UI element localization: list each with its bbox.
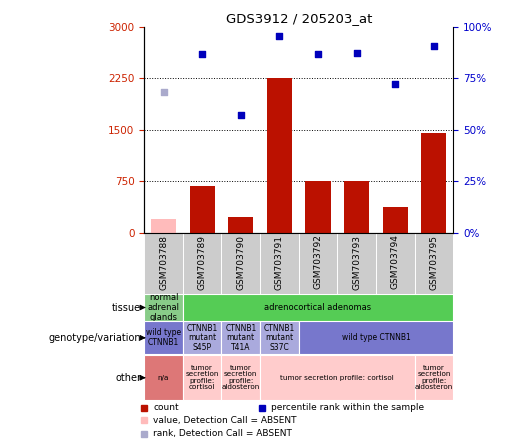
Text: GSM703792: GSM703792 <box>314 234 322 289</box>
Text: tissue: tissue <box>112 302 141 313</box>
Text: CTNNB1
mutant
S45P: CTNNB1 mutant S45P <box>186 324 218 352</box>
Text: percentile rank within the sample: percentile rank within the sample <box>271 403 424 412</box>
Bar <box>421 133 447 233</box>
Bar <box>299 321 453 354</box>
Text: GSM703788: GSM703788 <box>159 234 168 289</box>
Text: GSM703791: GSM703791 <box>275 234 284 289</box>
Point <box>430 42 438 49</box>
Text: CTNNB1
mutant
S37C: CTNNB1 mutant S37C <box>264 324 295 352</box>
Text: count: count <box>153 403 179 412</box>
Bar <box>260 321 299 354</box>
Text: adrenocortical adenomas: adrenocortical adenomas <box>264 303 372 312</box>
Point <box>391 80 400 87</box>
Point <box>314 51 322 58</box>
Point <box>352 49 360 56</box>
Bar <box>151 219 176 233</box>
Bar <box>344 181 369 233</box>
Text: other: other <box>115 373 141 383</box>
Text: GSM703794: GSM703794 <box>391 234 400 289</box>
Text: genotype/variation: genotype/variation <box>48 333 141 343</box>
Text: wild type CTNNB1: wild type CTNNB1 <box>341 333 410 342</box>
Bar <box>144 294 183 321</box>
Bar <box>415 355 453 400</box>
Text: tumor secretion profile: cortisol: tumor secretion profile: cortisol <box>281 375 394 381</box>
Text: tumor
secretion
profile:
aldosteron: tumor secretion profile: aldosteron <box>221 365 260 390</box>
Text: GSM703789: GSM703789 <box>198 234 207 289</box>
Bar <box>267 78 292 233</box>
Point <box>160 88 168 95</box>
Point <box>198 51 206 58</box>
Text: normal
adrenal
glands: normal adrenal glands <box>147 293 180 322</box>
Text: rank, Detection Call = ABSENT: rank, Detection Call = ABSENT <box>153 429 293 438</box>
Bar <box>221 321 260 354</box>
Text: CTNNB1
mutant
T41A: CTNNB1 mutant T41A <box>225 324 256 352</box>
Bar <box>144 321 183 354</box>
Title: GDS3912 / 205203_at: GDS3912 / 205203_at <box>226 12 372 25</box>
Text: GSM703795: GSM703795 <box>430 234 438 289</box>
Bar <box>383 206 408 233</box>
Text: GSM703793: GSM703793 <box>352 234 361 289</box>
Bar <box>183 294 453 321</box>
Text: wild type
CTNNB1: wild type CTNNB1 <box>146 329 181 347</box>
Bar <box>305 181 331 233</box>
Point <box>237 111 245 118</box>
Bar <box>183 355 221 400</box>
Text: tumor
secretion
profile:
cortisol: tumor secretion profile: cortisol <box>185 365 219 390</box>
Text: tumor
secretion
profile:
aldosteron: tumor secretion profile: aldosteron <box>415 365 453 390</box>
Bar <box>183 321 221 354</box>
Bar <box>260 355 415 400</box>
Bar <box>144 355 183 400</box>
Text: n/a: n/a <box>158 375 169 381</box>
Bar <box>190 186 215 233</box>
Point <box>276 32 284 39</box>
Text: value, Detection Call = ABSENT: value, Detection Call = ABSENT <box>153 416 297 425</box>
Text: GSM703790: GSM703790 <box>236 234 245 289</box>
Bar <box>228 217 253 233</box>
Bar <box>221 355 260 400</box>
